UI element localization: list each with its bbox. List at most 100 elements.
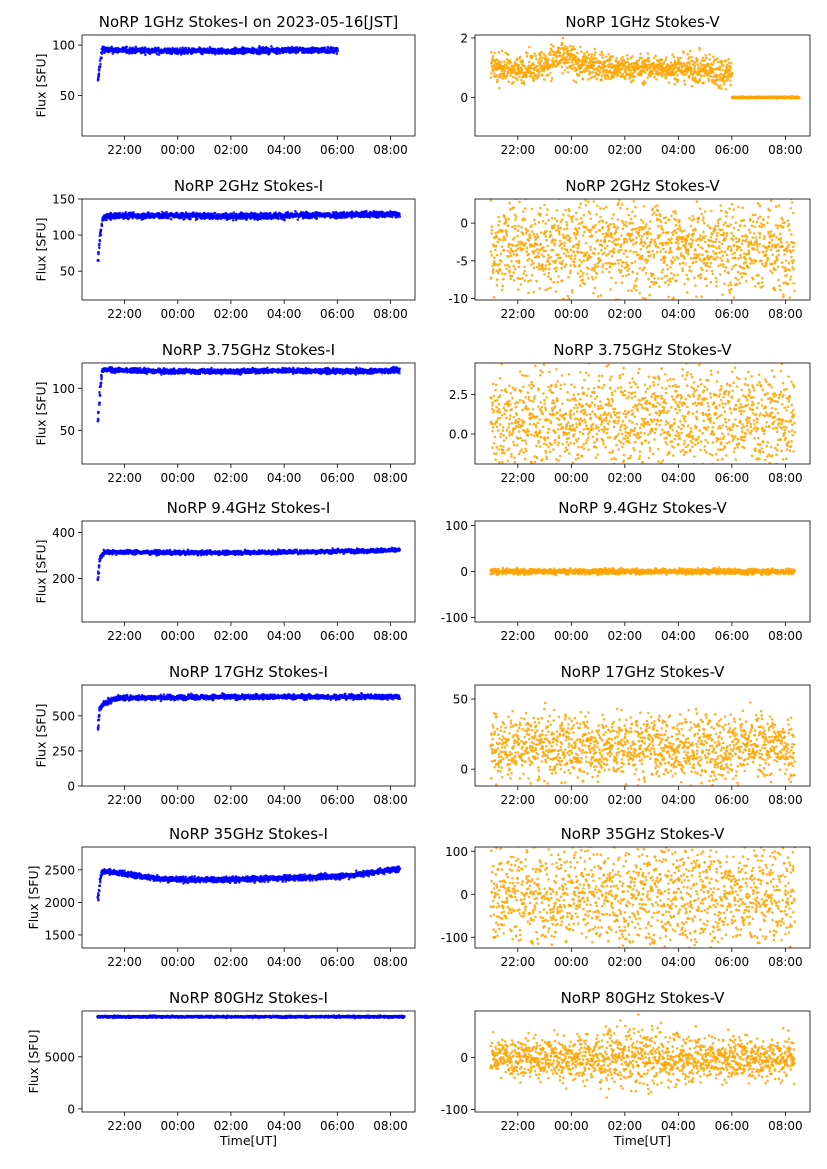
data-point bbox=[489, 199, 493, 202]
data-point bbox=[637, 58, 641, 62]
data-point bbox=[555, 269, 558, 273]
data-point bbox=[621, 67, 624, 71]
data-point bbox=[618, 71, 622, 74]
data-point bbox=[615, 57, 618, 60]
data-point bbox=[642, 221, 645, 224]
data-point bbox=[592, 226, 596, 229]
data-point bbox=[503, 60, 506, 63]
data-point bbox=[654, 54, 657, 58]
data-point bbox=[562, 297, 565, 300]
data-point bbox=[586, 258, 589, 262]
data-point bbox=[577, 59, 581, 63]
data-point bbox=[514, 218, 517, 221]
x-tick-label: 22:00 bbox=[501, 143, 536, 157]
data-point bbox=[569, 257, 573, 261]
data-point bbox=[704, 72, 707, 75]
data-point bbox=[572, 244, 576, 248]
data-point bbox=[550, 53, 553, 57]
data-point bbox=[669, 61, 673, 64]
data-point bbox=[554, 261, 557, 265]
data-point bbox=[675, 66, 679, 69]
data-point bbox=[615, 228, 618, 231]
data-point bbox=[544, 267, 548, 270]
data-point bbox=[532, 266, 536, 270]
data-point bbox=[513, 267, 517, 271]
data-point bbox=[525, 250, 529, 253]
data-point bbox=[656, 217, 659, 221]
data-point bbox=[584, 241, 588, 245]
data-point bbox=[628, 237, 631, 241]
data-point bbox=[562, 252, 566, 255]
data-point bbox=[635, 272, 639, 275]
data-point bbox=[97, 252, 100, 256]
data-point bbox=[542, 62, 546, 65]
data-point bbox=[512, 264, 516, 268]
data-point bbox=[572, 63, 575, 66]
data-point bbox=[657, 277, 660, 280]
data-point bbox=[647, 254, 650, 258]
data-point bbox=[598, 71, 602, 74]
data-point bbox=[627, 213, 631, 217]
data-point bbox=[574, 56, 578, 59]
data-point bbox=[698, 73, 701, 76]
data-point bbox=[533, 222, 537, 226]
data-point bbox=[620, 202, 624, 206]
x-tick-label: 00:00 bbox=[160, 143, 195, 157]
data-point bbox=[595, 272, 599, 275]
data-point bbox=[579, 217, 583, 220]
data-point bbox=[98, 65, 102, 68]
data-point bbox=[493, 72, 496, 75]
data-point bbox=[608, 59, 612, 62]
data-point bbox=[652, 255, 656, 259]
data-point bbox=[513, 213, 517, 217]
data-point bbox=[621, 61, 624, 64]
data-point bbox=[594, 276, 598, 279]
data-point bbox=[561, 71, 564, 75]
data-point bbox=[497, 271, 500, 275]
data-point bbox=[111, 52, 114, 55]
data-point bbox=[296, 218, 300, 221]
data-point bbox=[538, 249, 542, 252]
y-tick-label: 100 bbox=[52, 229, 75, 243]
data-point bbox=[533, 218, 536, 222]
data-point bbox=[617, 268, 621, 272]
data-point bbox=[603, 235, 607, 239]
data-point bbox=[536, 235, 540, 239]
data-point bbox=[365, 209, 368, 213]
x-tick-label: 06:00 bbox=[320, 143, 355, 157]
data-point bbox=[526, 229, 530, 233]
data-point bbox=[567, 254, 571, 258]
data-point bbox=[666, 267, 670, 271]
data-point bbox=[517, 259, 521, 263]
data-point bbox=[676, 56, 680, 60]
data-point bbox=[697, 65, 700, 69]
data-point bbox=[641, 257, 644, 260]
data-point bbox=[542, 267, 545, 270]
data-point bbox=[98, 232, 102, 235]
data-point bbox=[586, 272, 589, 276]
data-point bbox=[562, 213, 565, 216]
data-point bbox=[539, 64, 543, 68]
data-point bbox=[590, 52, 593, 56]
data-point bbox=[728, 79, 732, 82]
data-point bbox=[565, 55, 569, 59]
data-point bbox=[653, 238, 656, 242]
data-point bbox=[545, 229, 548, 233]
data-point bbox=[105, 218, 108, 222]
data-point bbox=[683, 82, 687, 86]
data-point bbox=[498, 86, 501, 90]
data-point bbox=[551, 248, 555, 252]
data-point bbox=[577, 222, 581, 225]
data-point bbox=[560, 266, 563, 270]
data-point bbox=[208, 45, 212, 49]
data-point bbox=[527, 239, 530, 242]
data-point bbox=[512, 271, 515, 274]
data-point bbox=[398, 213, 401, 216]
data-point bbox=[607, 77, 610, 80]
data-point bbox=[594, 265, 597, 269]
data-point bbox=[497, 224, 500, 227]
data-point bbox=[594, 71, 597, 74]
data-point bbox=[612, 213, 615, 216]
data-point bbox=[557, 275, 560, 278]
data-point bbox=[635, 288, 638, 292]
